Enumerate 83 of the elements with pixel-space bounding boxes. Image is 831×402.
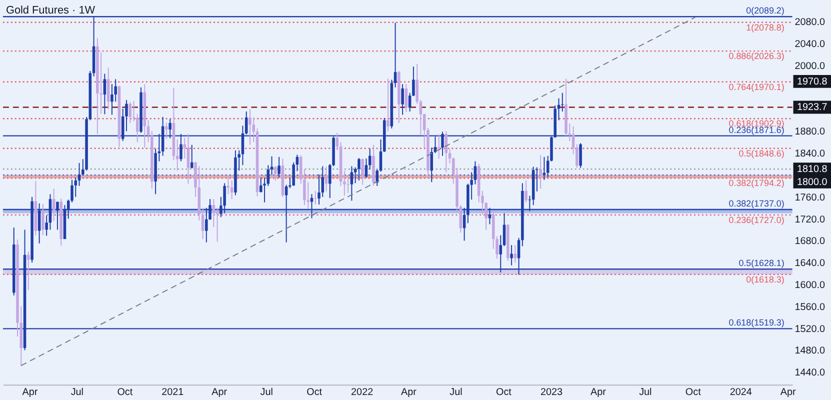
x-tick-label: Apr [22, 387, 38, 398]
x-tick-label: Apr [212, 387, 228, 398]
candlestick [190, 144, 194, 169]
y-tick-label: 1520.0 [794, 324, 826, 335]
y-tick-label: 1560.0 [794, 302, 826, 313]
candlestick [106, 67, 110, 110]
x-tick-label: Oct [496, 387, 512, 398]
y-tick-label: 1840.0 [794, 148, 826, 160]
candlestick [358, 158, 360, 181]
ref-line-label: 0.764(1970.1) [728, 82, 784, 92]
y-tick-label: 1760.0 [794, 192, 826, 204]
y-tick-label: 1440.0 [794, 368, 826, 379]
x-tick-label: Oct [685, 387, 702, 398]
candlestick [248, 108, 252, 146]
candlestick [216, 207, 219, 242]
x-tick-label: Apr [590, 387, 607, 398]
candlestick [274, 166, 277, 181]
x-tick-label: Jul [450, 387, 462, 398]
x-tick-label: Jul [639, 387, 652, 398]
candlestick [539, 154, 542, 190]
ref-line-label: 0(1618.3) [746, 274, 784, 284]
y-tick-label: 1640.0 [794, 258, 826, 270]
x-tick-label: 2021 [162, 387, 184, 398]
ref-line-label: 0.236(1727.0) [728, 214, 784, 225]
candlestick [230, 180, 234, 200]
candlestick [474, 160, 477, 185]
candlestick [321, 166, 324, 198]
annotation: 1923.7 [796, 102, 828, 114]
y-tick-label: 2000.0 [794, 60, 826, 72]
candlestick [510, 244, 513, 266]
x-tick-label: 2023 [540, 387, 563, 398]
candlestick [430, 147, 434, 183]
candlestick [350, 166, 354, 202]
candlestick [368, 148, 372, 170]
candlestick [128, 102, 132, 124]
x-tick-label: 2024 [730, 387, 752, 398]
candlestick [52, 188, 56, 222]
ref-line-label: 0.618(1902.9) [728, 118, 784, 129]
candlestick [78, 162, 81, 186]
candlestick [394, 22, 397, 88]
x-tick-label: Apr [780, 387, 797, 398]
candlestick [401, 84, 404, 116]
y-tick-label: 1720.0 [794, 214, 826, 226]
candlestick [42, 204, 44, 236]
candlestick [524, 180, 528, 203]
y-tick-label: 1680.0 [794, 236, 826, 248]
candlestick [103, 73, 106, 115]
y-tick-label: 1880.0 [794, 126, 826, 138]
candlestick [136, 113, 139, 143]
candlestick [364, 158, 368, 178]
candlestick [165, 122, 168, 140]
ref-line-label: 0.382(1794.2) [728, 178, 784, 188]
ref-line-label: 0.382(1737.0) [728, 198, 784, 208]
x-tick-label: Oct [306, 387, 322, 398]
x-tick-label: 2022 [351, 387, 374, 398]
ref-line-label: 0(2089.2) [746, 6, 784, 16]
y-tick-label: 2040.0 [794, 39, 826, 50]
annotation: 1800.0 [796, 176, 828, 188]
annotation: 1810.8 [796, 164, 828, 176]
candlestick [278, 156, 280, 178]
y-tick-label: 1480.0 [794, 346, 826, 357]
x-tick-label: Jul [70, 387, 84, 398]
x-tick-label: Oct [117, 387, 133, 398]
x-tick-label: Jul [260, 387, 273, 398]
y-tick-label: 2080.0 [794, 17, 826, 28]
ref-line-label: 0.618(1519.3) [728, 318, 784, 328]
candlestick [376, 169, 379, 186]
ref-line-label: 0.5(1628.1) [738, 258, 784, 268]
ref-line-label: 0.886(2026.3) [728, 51, 784, 62]
x-tick-label: Apr [401, 387, 418, 398]
candlestick [201, 207, 204, 240]
chart-title: Gold Futures · 1W [6, 4, 96, 16]
candlestick [27, 251, 30, 290]
candlestick [437, 134, 440, 160]
candlestick [314, 190, 317, 206]
ref-line-label: 0.5(1848.6) [738, 148, 784, 158]
candlestick [361, 158, 364, 186]
candlestick [579, 142, 582, 168]
candlestick [386, 78, 390, 132]
annotation: 1970.8 [796, 76, 828, 88]
ref-line-label: 1(2078.8) [746, 22, 784, 32]
y-tick-label: 1600.0 [794, 280, 826, 291]
candlestick [186, 133, 190, 184]
